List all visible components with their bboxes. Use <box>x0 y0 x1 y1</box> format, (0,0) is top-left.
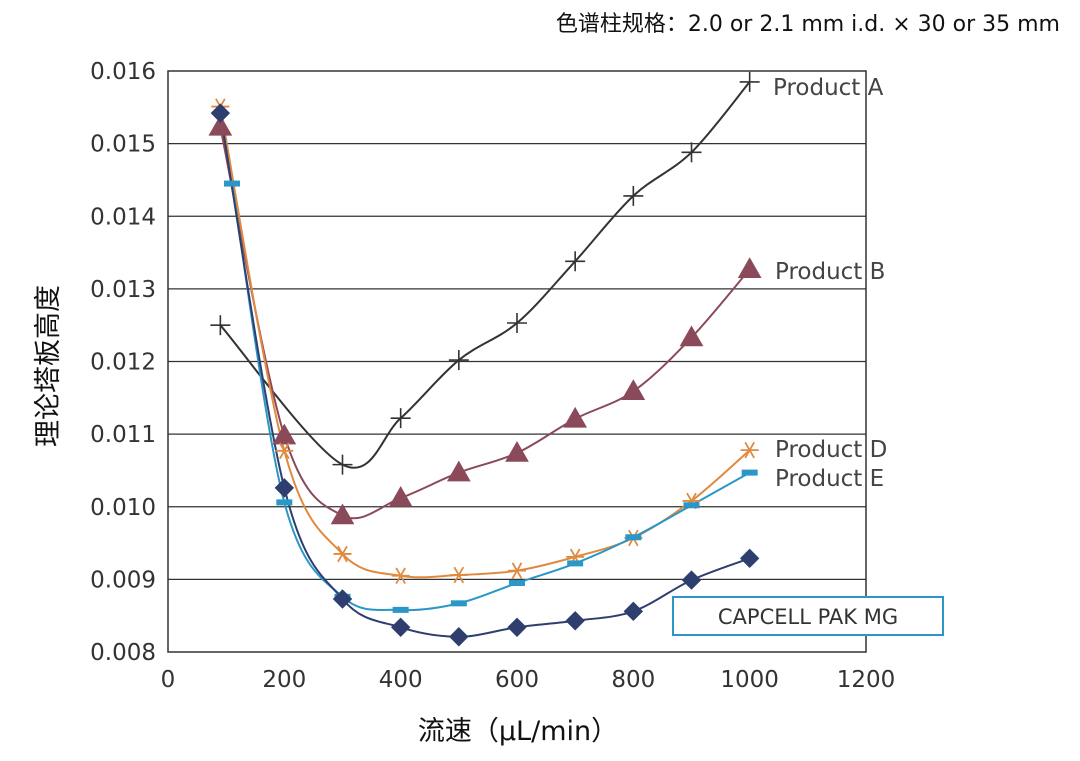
series-0-point-0 <box>210 315 231 336</box>
series-4-point-8 <box>681 570 702 590</box>
y-axis-title: 理论塔板高度 <box>33 285 64 447</box>
series-3-point-9 <box>741 469 758 476</box>
series-line-3 <box>230 183 751 612</box>
series-3-point-7 <box>625 534 642 541</box>
series-4-point-3 <box>390 617 411 638</box>
series-4-point-6 <box>565 611 585 631</box>
chart-title: 色谱柱规格：2.0 or 2.1 mm i.d. × 30 or 35 mm <box>556 12 1060 37</box>
series-1-point-2 <box>330 503 355 525</box>
legend-label-1: Product B <box>775 259 885 285</box>
x-tick-label-4: 800 <box>611 667 655 693</box>
series-line-1 <box>219 126 751 520</box>
x-tick-label-0: 0 <box>161 667 176 693</box>
series-2-point-3 <box>391 567 410 584</box>
series-3-point-5 <box>509 580 525 587</box>
series-1-point-9 <box>737 257 762 279</box>
series-3-point-0 <box>223 180 240 187</box>
series-3-point-1 <box>276 499 293 506</box>
series-2-point-1 <box>275 442 294 460</box>
series-2-point-9 <box>740 441 759 459</box>
series-0-point-3 <box>448 350 469 371</box>
series-1-point-8 <box>679 325 704 347</box>
marker-layer <box>208 71 762 647</box>
series-0-point-2 <box>390 408 411 429</box>
tick-layer: 0.008 0.009 0.010 0.011 0.012 0.013 0.014 0.015… <box>90 59 895 693</box>
series-layer <box>219 81 751 638</box>
x-axis-title: 流速（μL/min） <box>418 716 618 747</box>
frame-layer <box>167 70 867 653</box>
y-tick-label-5: 0.013 <box>90 277 156 303</box>
series-3-point-6 <box>567 560 584 567</box>
legend-layer: Product A Product B Product D Product E CAPC… <box>672 75 944 636</box>
y-tick-label-0: 0.008 <box>90 640 156 666</box>
series-3-point-8 <box>683 502 700 509</box>
y-tick-label-8: 0.016 <box>90 59 156 85</box>
x-tick-label-5: 1000 <box>720 667 779 693</box>
series-1-point-0 <box>208 114 233 136</box>
series-2-point-5-arm-2 <box>511 562 523 579</box>
series-1-point-5 <box>505 440 529 462</box>
y-tick-label-2: 0.010 <box>90 495 156 521</box>
series-3-point-3 <box>392 606 409 613</box>
series-4-point-5 <box>507 617 527 638</box>
series-4-point-4 <box>449 627 469 647</box>
series-line-4 <box>219 112 751 638</box>
y-tick-label-7: 0.015 <box>90 132 156 158</box>
series-2-point-2 <box>333 545 352 563</box>
series-1-point-7 <box>621 379 646 401</box>
series-2-point-9-arm-2 <box>744 441 755 459</box>
series-4-point-1 <box>274 478 295 498</box>
series-2-point-3-arm-2 <box>395 567 406 584</box>
series-2-point-4-arm-2 <box>453 566 465 584</box>
plot-frame <box>167 70 867 653</box>
series-1-point-4 <box>446 460 471 482</box>
series-4-point-9 <box>739 548 760 569</box>
callout-box <box>672 596 944 636</box>
series-0-point-7 <box>681 142 702 163</box>
grid-layer <box>168 143 866 580</box>
series-0-point-8 <box>739 71 760 92</box>
callout-label: CAPCELL PAK MG <box>718 605 898 629</box>
series-2-point-2-arm-2 <box>337 545 348 563</box>
series-3-point-4 <box>450 600 467 607</box>
series-1-point-3 <box>388 486 413 507</box>
x-tick-label-1: 200 <box>262 667 306 693</box>
y-tick-label-1: 0.009 <box>90 567 156 593</box>
series-1-point-1 <box>272 423 297 445</box>
series-4-point-2 <box>332 589 353 609</box>
x-tick-label-3: 600 <box>495 667 539 693</box>
series-4-point-7 <box>623 601 644 622</box>
legend-label-2: Product D <box>775 437 887 463</box>
series-2-point-1-arm-2 <box>279 442 290 460</box>
legend-label-0: Product A <box>773 75 884 101</box>
x-tick-label-6: 1200 <box>837 667 896 693</box>
series-0-point-4 <box>507 313 527 334</box>
legend-label-3: Product E <box>775 466 884 492</box>
y-tick-label-4: 0.012 <box>90 350 156 376</box>
series-4-point-0 <box>210 103 231 123</box>
y-tick-label-3: 0.011 <box>90 422 156 448</box>
series-2-point-5 <box>508 562 526 579</box>
series-line-0 <box>219 81 751 469</box>
series-2-point-4 <box>449 566 468 584</box>
series-0-point-6 <box>623 185 644 206</box>
y-tick-label-6: 0.014 <box>90 204 156 230</box>
series-0-point-1 <box>332 454 353 475</box>
x-tick-label-2: 400 <box>379 667 423 693</box>
series-0-point-5 <box>565 251 586 272</box>
series-1-point-6 <box>563 406 588 428</box>
